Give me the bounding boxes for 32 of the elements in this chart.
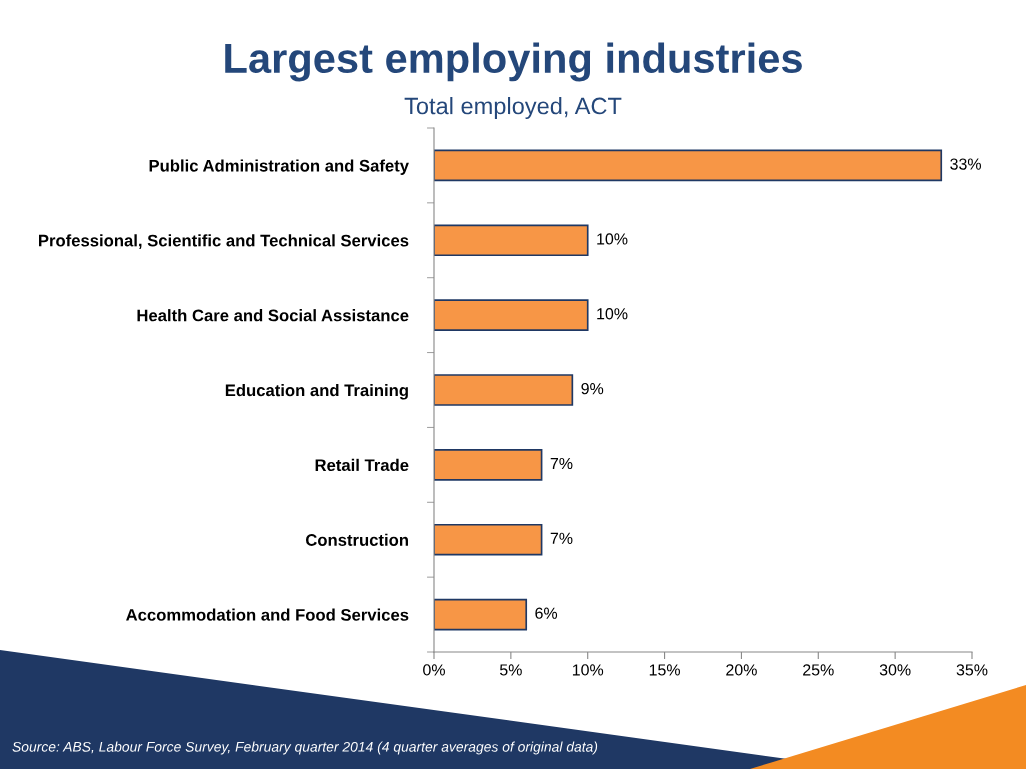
y-tick-label: Retail Trade	[315, 458, 409, 472]
data-label: 10%	[597, 233, 628, 245]
bar	[434, 598, 528, 631]
x-tick-label: 5%	[499, 664, 522, 676]
x-tick-label: 15%	[649, 664, 680, 676]
x-tick-label: 35%	[956, 664, 988, 676]
data-label: 33%	[950, 158, 981, 170]
chart-title: Largest employing industries	[225, 42, 802, 82]
bar	[434, 299, 589, 331]
y-tick-label: Professional, Scientific and Technical Services	[39, 234, 409, 249]
x-tick-label: 20%	[726, 664, 757, 676]
data-label: 9%	[581, 382, 604, 395]
bar	[434, 149, 943, 182]
data-label: 10%	[597, 308, 628, 320]
x-tick-label: 10%	[572, 664, 604, 676]
x-tick-label: 0%	[423, 664, 445, 676]
y-tick-label: Construction	[306, 533, 408, 546]
x-tick-label: 25%	[803, 664, 834, 676]
chart-subtitle: Total employed, ACT	[404, 97, 622, 120]
y-tick-label: Accommodation and Food Services	[126, 608, 409, 621]
y-tick-label: Education and Training	[225, 383, 408, 400]
bar	[434, 449, 543, 481]
data-label: 7%	[550, 457, 573, 470]
y-tick-label: Public Administration and Safety	[149, 159, 409, 175]
y-tick-label: Health Care and Social Assistance	[137, 309, 409, 322]
data-label: 7%	[550, 532, 573, 544]
x-tick-label: 30%	[879, 664, 911, 676]
data-label: 6%	[535, 607, 558, 619]
source-note: Source: ABS, Labour Force Survey, February quarter 2014 (4 quarter averages of original data)	[12, 741, 598, 755]
bar	[434, 224, 589, 257]
bar	[434, 523, 543, 556]
bar	[434, 374, 574, 406]
